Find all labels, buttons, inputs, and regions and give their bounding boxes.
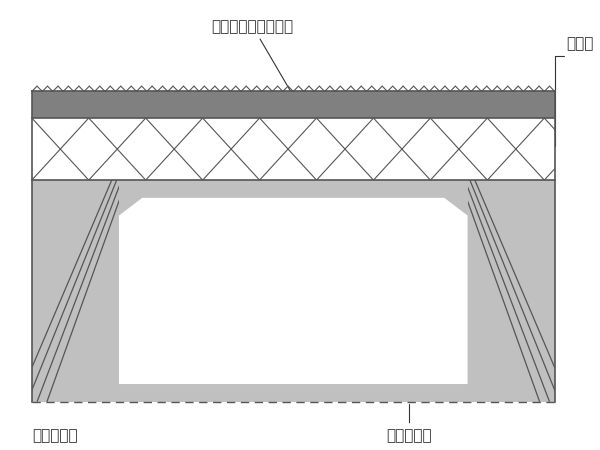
- Bar: [32, 118, 555, 180]
- Bar: [32, 180, 555, 402]
- Text: 屋根スラブ: 屋根スラブ: [386, 405, 433, 443]
- Text: 断熱材: 断熱材: [566, 36, 594, 52]
- Text: 《概念図》: 《概念図》: [32, 428, 77, 443]
- Polygon shape: [119, 198, 467, 384]
- Bar: [32, 91, 555, 118]
- Text: アスファルト防水層: アスファルト防水層: [212, 19, 293, 94]
